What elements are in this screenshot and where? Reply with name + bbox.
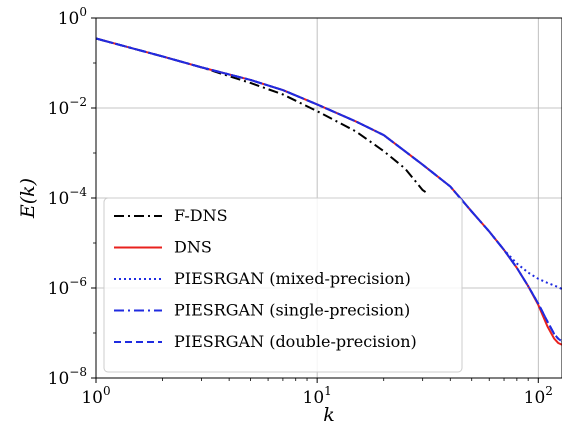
legend-label: PIESRGAN (single-precision): [174, 301, 410, 320]
tick-labels: 100 101 102 100 10−2 10−4 10−6 10−8: [48, 5, 553, 408]
series-line: [96, 37, 562, 343]
legend: F-DNS DNS PIESRGAN (mixed-precision) PIESRG…: [103, 197, 463, 373]
y-tick-label: 10−6: [48, 275, 87, 299]
y-axis-label: E(k): [17, 178, 39, 219]
series-line: [96, 37, 430, 196]
y-tick-label: 10−8: [48, 365, 87, 389]
tick-marks: [91, 17, 539, 383]
x-tick-label: 101: [303, 384, 332, 408]
legend-box: [103, 197, 463, 373]
y-tick-label: 100: [58, 5, 87, 29]
x-tick-label: 102: [524, 384, 553, 408]
legend-label: DNS: [174, 238, 212, 257]
y-tick-label: 10−4: [48, 185, 88, 209]
legend-label: PIESRGAN (mixed-precision): [174, 269, 411, 288]
y-tick-label: 10−2: [48, 95, 87, 119]
x-tick-label: 100: [81, 384, 110, 408]
x-axis-label: k: [323, 404, 335, 426]
legend-label: F-DNS: [174, 206, 228, 225]
legend-label: PIESRGAN (double-precision): [174, 332, 417, 351]
